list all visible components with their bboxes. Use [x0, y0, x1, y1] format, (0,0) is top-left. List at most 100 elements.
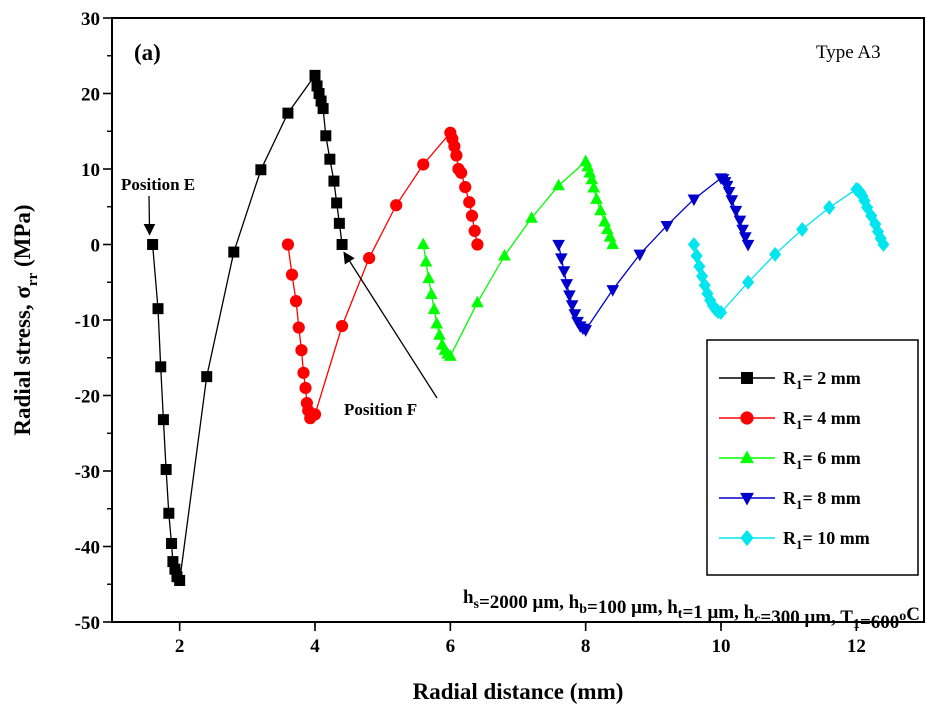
annotation-position-e: Position E [121, 175, 195, 194]
data-point-series-2 [468, 224, 481, 238]
data-point-series-2 [465, 209, 479, 222]
data-point-series-3 [498, 248, 511, 261]
data-point-series-5 [769, 246, 782, 262]
data-point-series-3 [471, 295, 484, 308]
legend: R1= 2 mm R1= 4 mm R1= 6 mm R1= 8 mm R1= 10 m… [706, 339, 919, 576]
data-point-series-1 [167, 556, 179, 568]
data-point-series-1 [163, 507, 175, 519]
data-point-series-1 [317, 103, 329, 115]
y-axis-label-unit: (MPa) [10, 204, 35, 272]
data-point-series-2 [292, 321, 305, 334]
data-point-series-2 [417, 158, 430, 171]
data-point-series-5 [690, 248, 703, 264]
data-point-series-1 [174, 574, 186, 586]
legend-marker-4 [740, 492, 754, 506]
data-point-series-5 [796, 221, 809, 237]
data-point-series-4 [729, 205, 743, 218]
legend-entry-5: R1= 10 mm [783, 528, 870, 552]
data-point-series-1 [157, 414, 169, 426]
data-point-series-1 [313, 88, 325, 99]
data-point-series-2 [450, 149, 463, 162]
y-axis-label: Radial stress, σrr (MPa) [10, 204, 41, 435]
x-tick-label: 12 [847, 636, 866, 657]
data-point-series-2 [463, 196, 476, 209]
y-axis-label-subscript: rr [25, 272, 41, 286]
data-point-series-3 [427, 302, 441, 315]
data-point-series-5 [714, 305, 728, 320]
legend-entry-4: R1= 8 mm [783, 488, 861, 512]
y-tick-label: 10 [81, 160, 100, 181]
data-point-series-4 [568, 309, 582, 321]
data-point-series-3 [598, 214, 611, 227]
x-tick-label: 8 [581, 636, 591, 657]
data-point-series-3 [585, 172, 599, 185]
data-point-series-1 [331, 197, 343, 209]
annotation-position-f: Position F [344, 400, 417, 419]
data-point-series-4 [579, 325, 592, 337]
data-point-series-4 [554, 253, 568, 265]
y-tick-label: -10 [75, 311, 100, 332]
data-point-series-1 [336, 239, 348, 250]
x-tick-label: 10 [712, 636, 731, 657]
y-tick-label: 20 [81, 85, 100, 106]
data-point-series-4 [733, 215, 747, 228]
data-point-series-2 [281, 238, 295, 251]
data-point-series-3 [430, 316, 444, 329]
type-label: Type A3 [816, 42, 881, 63]
x-axis-label: Radial distance (mm) [413, 679, 624, 704]
data-point-series-3 [594, 203, 607, 216]
data-point-series-1 [315, 95, 327, 107]
parameters-text: hs=2000 μm, hb=100 μm, ht=1 μm, hc=300 μ… [463, 587, 920, 633]
y-tick-label: -20 [75, 387, 100, 408]
data-point-series-2 [335, 319, 349, 333]
data-point-series-2 [299, 381, 312, 395]
data-point-series-1 [324, 153, 336, 165]
data-point-series-3 [422, 271, 436, 284]
data-point-series-4 [739, 232, 752, 244]
data-point-series-3 [587, 181, 601, 193]
x-tick-label: 6 [446, 636, 456, 657]
data-point-series-5 [693, 258, 706, 274]
panel-label: (a) [134, 40, 161, 65]
data-point-series-3 [583, 165, 597, 178]
data-point-series-4 [557, 266, 571, 278]
annotation-arrow-e [143, 195, 156, 236]
data-point-series-2 [455, 166, 468, 179]
data-point-series-1 [255, 164, 267, 176]
y-tick-label: 0 [91, 236, 101, 257]
annotation-arrow-f [343, 251, 438, 399]
data-point-series-1 [155, 361, 167, 373]
data-point-series-4 [563, 290, 576, 302]
y-tick-label: -30 [75, 462, 100, 483]
data-point-series-1 [147, 239, 159, 250]
data-point-series-5 [701, 286, 714, 301]
y-axis-label-main: Radial stress, σ [10, 286, 35, 436]
data-point-series-3 [419, 254, 433, 267]
y-tick-label: 30 [81, 9, 100, 30]
data-point-series-1 [152, 303, 164, 315]
data-point-series-4 [552, 239, 565, 252]
data-point-series-2 [390, 199, 403, 212]
series-line-2 [287, 131, 479, 420]
series-markers [147, 69, 890, 586]
x-tick-label: 4 [310, 636, 320, 657]
legend-marker-1 [741, 372, 753, 384]
data-point-series-5 [704, 292, 717, 308]
legend-entry-3: R1= 6 mm [783, 448, 861, 472]
axis-ticks: 2 4 6 8 10 12 -50 -40 -30 -20 -10 0 10 20 30 [75, 9, 866, 657]
data-point-series-2 [297, 366, 310, 379]
data-point-series-4 [565, 300, 579, 312]
data-point-series-5 [742, 274, 755, 290]
data-point-series-5 [877, 237, 890, 252]
data-point-series-4 [741, 239, 755, 252]
data-point-series-1 [309, 69, 321, 81]
data-point-series-1 [169, 563, 181, 575]
data-point-series-2 [471, 238, 484, 251]
data-point-series-3 [433, 328, 446, 340]
data-point-series-1 [311, 80, 323, 92]
data-point-series-4 [725, 195, 739, 207]
data-point-series-3 [606, 237, 620, 250]
data-point-series-1 [282, 107, 294, 119]
data-point-series-5 [696, 268, 709, 284]
data-point-series-1 [201, 371, 213, 383]
